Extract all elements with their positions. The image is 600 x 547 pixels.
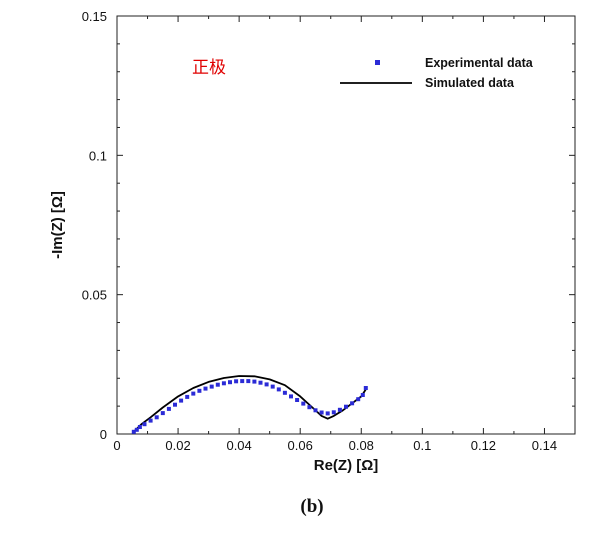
data-point-experimental [240, 379, 245, 384]
data-point-experimental [166, 406, 171, 411]
data-point-experimental [252, 379, 257, 384]
x-tick-label: 0.14 [532, 438, 557, 453]
data-point-experimental [301, 401, 306, 406]
y-tick-label: 0.05 [82, 288, 107, 303]
data-point-experimental [363, 386, 368, 390]
data-point-experimental [356, 397, 361, 402]
data-point-experimental [228, 380, 232, 385]
data-point-experimental [209, 384, 214, 389]
x-tick-label: 0.08 [349, 438, 374, 453]
x-tick-label: 0.12 [471, 438, 496, 453]
data-point-experimental [185, 394, 190, 399]
data-point-experimental [325, 411, 330, 416]
series-line-simulated [133, 375, 367, 433]
data-point-experimental [179, 398, 184, 403]
legend-label-experimental: Experimental data [425, 56, 534, 70]
data-point-experimental [197, 388, 202, 393]
data-point-experimental [337, 407, 342, 412]
data-point-experimental [191, 391, 196, 396]
data-point-experimental [173, 402, 177, 407]
x-tick-label: 0.06 [288, 438, 313, 453]
y-axis-label: -Im(Z) [Ω] [49, 191, 66, 259]
x-axis-label: Re(Z) [Ω] [314, 457, 379, 474]
data-point-experimental [264, 382, 269, 387]
x-tick-label: 0.04 [226, 438, 251, 453]
data-point-experimental [282, 390, 287, 395]
data-point-experimental [246, 379, 251, 384]
data-point-experimental [221, 381, 226, 386]
data-point-experimental [276, 387, 281, 392]
data-point-experimental [360, 393, 365, 397]
data-point-experimental [319, 410, 324, 415]
y-tick-label: 0.1 [89, 148, 107, 163]
plot-frame [116, 15, 576, 435]
x-tick-label: 0.02 [165, 438, 190, 453]
data-point-experimental [350, 401, 355, 406]
series-layer [131, 375, 368, 434]
legend-marker-experimental [375, 60, 380, 65]
panel-label: (b) [300, 496, 323, 517]
x-tick-label: 0 [113, 438, 120, 453]
data-point-experimental [203, 386, 208, 391]
legend: Experimental data Simulated data [340, 56, 534, 90]
x-tick-label: 0.1 [413, 438, 431, 453]
data-point-experimental [142, 422, 147, 427]
data-point-experimental [307, 405, 312, 410]
data-point-experimental [134, 427, 139, 432]
data-point-experimental [154, 415, 159, 420]
y-tick-label: 0 [100, 427, 107, 442]
data-point-experimental [344, 404, 348, 409]
data-point-experimental [331, 410, 336, 415]
data-point-experimental [234, 379, 239, 384]
y-tick-label: 0.15 [82, 9, 107, 24]
data-point-experimental [295, 398, 300, 402]
data-point-experimental [215, 382, 220, 387]
data-point-experimental [137, 425, 142, 429]
data-point-experimental [131, 429, 136, 434]
axis-ticks: 0 0.02 0.04 0.06 0.08 0.1 0.12 0.14 0 0.05 0.1 0.15 [82, 9, 575, 453]
data-point-experimental [313, 408, 318, 413]
legend-label-simulated: Simulated data [425, 76, 515, 90]
data-point-experimental [148, 418, 153, 423]
data-point-experimental [289, 394, 293, 399]
data-point-experimental [270, 384, 275, 389]
annotation-label: 正极 [192, 58, 226, 78]
data-point-experimental [258, 380, 263, 385]
data-point-experimental [160, 411, 165, 416]
